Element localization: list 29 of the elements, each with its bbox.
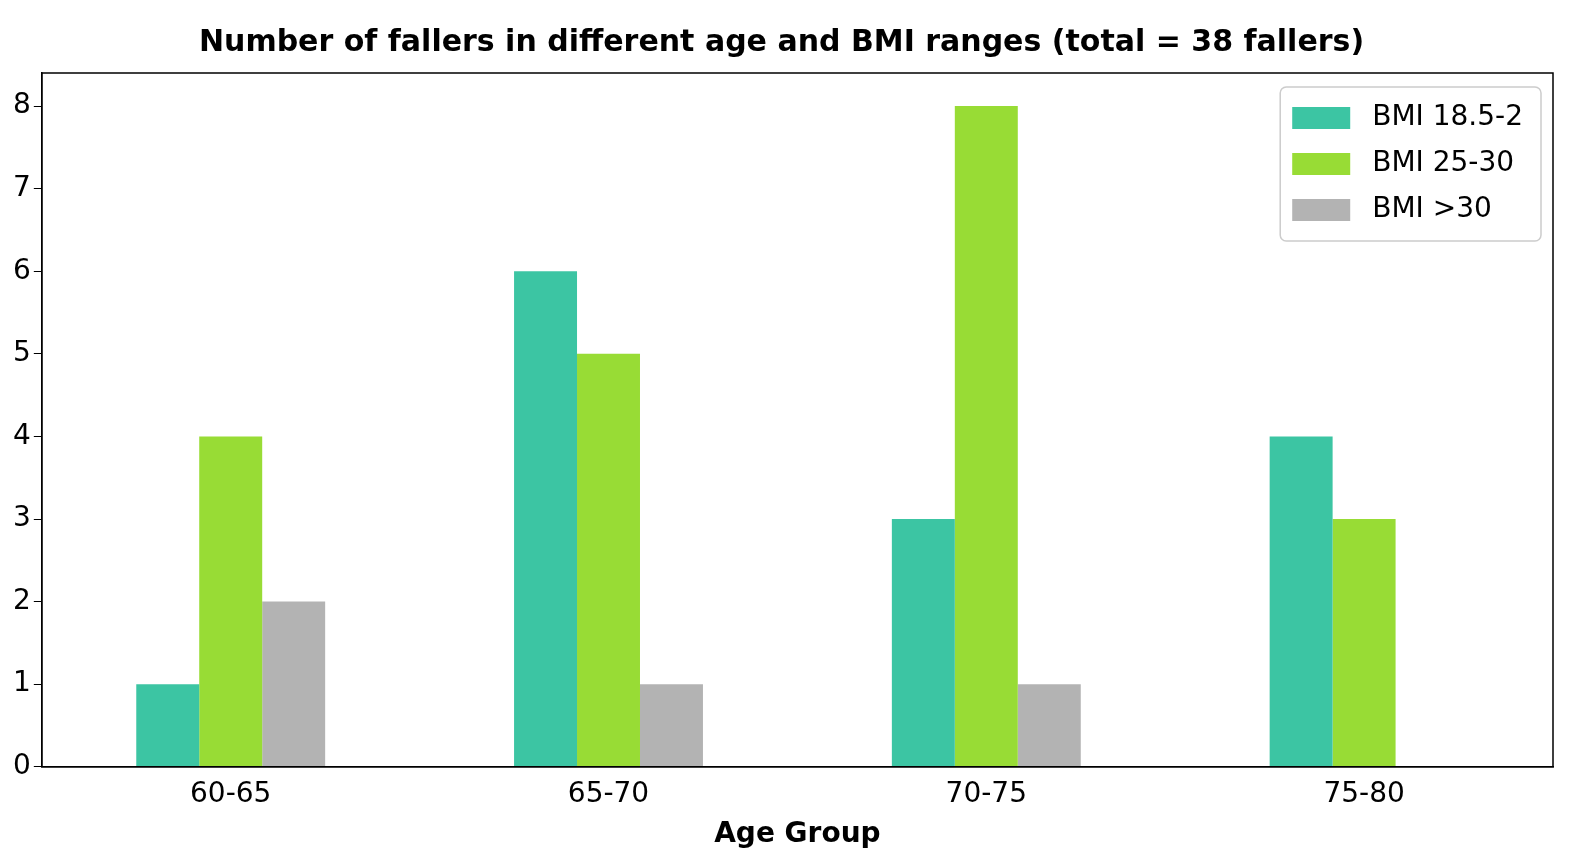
bar <box>1269 436 1333 767</box>
y-tick-label: 8 <box>12 87 31 121</box>
y-tick-label: 4 <box>12 417 31 451</box>
x-tick-label: 65-70 <box>567 775 650 809</box>
legend-label: BMI 18.5-2 <box>1372 99 1524 133</box>
bar <box>1332 519 1396 767</box>
x-tick-label: 60-65 <box>190 775 272 809</box>
legend-label: BMI >30 <box>1372 191 1492 225</box>
legend-label: BMI 25-30 <box>1372 145 1515 179</box>
x-axis-title: Age Group <box>714 816 881 850</box>
bar <box>199 436 263 767</box>
y-tick-label: 0 <box>12 748 31 782</box>
y-tick-label: 7 <box>12 169 31 203</box>
bar <box>577 353 640 767</box>
y-tick-label: 2 <box>12 582 31 616</box>
y-tick-label: 6 <box>12 252 31 286</box>
x-tick-label: 70-75 <box>945 775 1027 809</box>
bar <box>891 519 955 767</box>
y-tick-label: 3 <box>12 500 31 534</box>
bar <box>262 601 326 767</box>
bar <box>1017 684 1081 767</box>
bar <box>136 684 200 767</box>
y-tick-label: 5 <box>12 335 31 369</box>
bar <box>954 106 1018 767</box>
bar <box>639 684 703 767</box>
x-tick-label: 75-80 <box>1323 775 1405 809</box>
chart-title: Number of fallers in different age and BMI ranges (total = 38 fallers) <box>198 22 1365 58</box>
bar <box>514 271 578 767</box>
y-tick-label: 1 <box>12 665 31 699</box>
